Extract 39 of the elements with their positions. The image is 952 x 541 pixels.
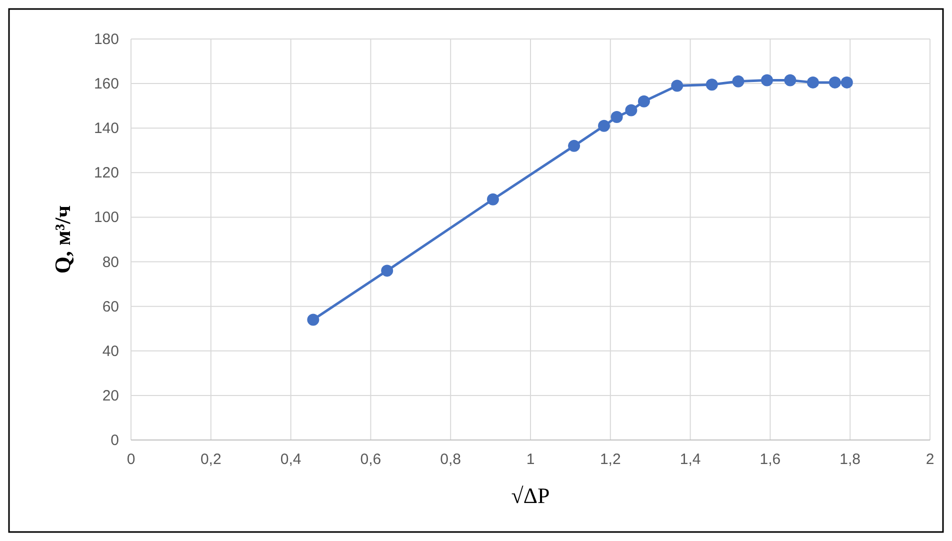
point: [598, 120, 610, 132]
point: [840, 76, 853, 88]
point: [638, 95, 650, 108]
point: [486, 193, 499, 206]
point: [307, 314, 320, 326]
y-tick-label: 100: [94, 209, 119, 226]
x-tick-label: 2: [926, 451, 934, 468]
point: [625, 104, 638, 116]
y-tick-label: 160: [94, 76, 119, 93]
point: [381, 264, 394, 277]
point: [706, 78, 718, 91]
x-tick-label: 1,2: [600, 451, 621, 468]
x-tick-label: 0,6: [360, 451, 382, 468]
point: [732, 75, 744, 88]
point: [671, 80, 684, 92]
x-tick-label: 0,2: [200, 451, 222, 468]
x-axis-title: √ΔP: [511, 483, 550, 508]
x-tick-label: 1,6: [760, 451, 781, 468]
point: [568, 140, 580, 152]
x-tick-label: 1,4: [680, 451, 701, 468]
y-tick-label: 180: [94, 31, 119, 48]
point: [784, 74, 796, 86]
x-tick-label: 0: [126, 451, 136, 468]
y-axis-title: Q, м³/ч: [50, 205, 75, 274]
y-tick-label: 140: [94, 120, 119, 138]
point: [610, 110, 623, 123]
y-tick-label: 40: [102, 342, 119, 360]
x-tick-label: 0,4: [280, 451, 302, 468]
x-tick-label: 1,8: [840, 451, 861, 468]
x-tick-label: 1: [526, 451, 535, 468]
y-tick-label: 0: [110, 432, 119, 449]
y-tick-label: 20: [102, 387, 119, 404]
y-tick-label: 60: [102, 298, 119, 316]
point: [761, 74, 774, 86]
point: [828, 76, 841, 88]
point: [806, 76, 819, 88]
y-tick-label: 80: [102, 254, 119, 271]
x-tick-label: 0,8: [440, 451, 462, 468]
y-tick-label: 120: [94, 164, 119, 182]
